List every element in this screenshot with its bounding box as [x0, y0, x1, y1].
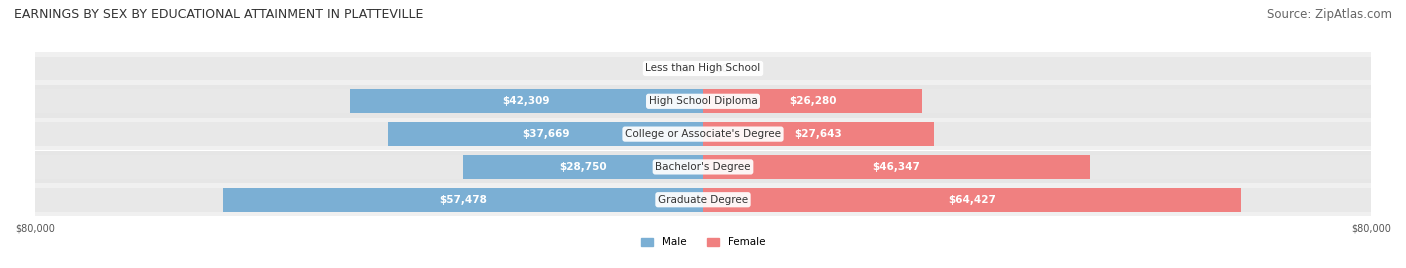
Text: EARNINGS BY SEX BY EDUCATIONAL ATTAINMENT IN PLATTEVILLE: EARNINGS BY SEX BY EDUCATIONAL ATTAINMEN… — [14, 8, 423, 21]
Text: High School Diploma: High School Diploma — [648, 96, 758, 106]
Bar — [35, 52, 1371, 85]
Bar — [35, 118, 1371, 150]
Bar — [703, 122, 1371, 146]
Bar — [35, 122, 703, 146]
Bar — [703, 188, 1241, 211]
Bar — [35, 188, 703, 211]
Bar — [703, 188, 1371, 211]
Text: $64,427: $64,427 — [948, 195, 995, 205]
Text: $0: $0 — [716, 64, 728, 73]
Bar — [224, 188, 703, 211]
Text: College or Associate's Degree: College or Associate's Degree — [626, 129, 780, 139]
Bar — [35, 57, 703, 80]
Bar — [35, 151, 1371, 183]
Bar — [35, 155, 703, 179]
Bar — [703, 155, 1090, 179]
Text: Bachelor's Degree: Bachelor's Degree — [655, 162, 751, 172]
Bar — [388, 122, 703, 146]
Bar — [703, 122, 934, 146]
Legend: Male, Female: Male, Female — [641, 237, 765, 247]
Text: Source: ZipAtlas.com: Source: ZipAtlas.com — [1267, 8, 1392, 21]
Bar — [35, 85, 1371, 118]
Text: $57,478: $57,478 — [439, 195, 486, 205]
Text: $42,309: $42,309 — [502, 96, 550, 106]
Text: $28,750: $28,750 — [560, 162, 607, 172]
Bar — [703, 155, 1371, 179]
Text: $27,643: $27,643 — [794, 129, 842, 139]
Text: $26,280: $26,280 — [789, 96, 837, 106]
Text: $46,347: $46,347 — [873, 162, 921, 172]
Text: $0: $0 — [678, 64, 690, 73]
Bar — [35, 90, 703, 113]
Text: Graduate Degree: Graduate Degree — [658, 195, 748, 205]
Text: $37,669: $37,669 — [522, 129, 569, 139]
Bar — [703, 90, 922, 113]
Bar — [463, 155, 703, 179]
Text: Less than High School: Less than High School — [645, 64, 761, 73]
Bar — [35, 183, 1371, 216]
Bar — [703, 90, 1371, 113]
Bar — [350, 90, 703, 113]
Bar — [703, 57, 1371, 80]
